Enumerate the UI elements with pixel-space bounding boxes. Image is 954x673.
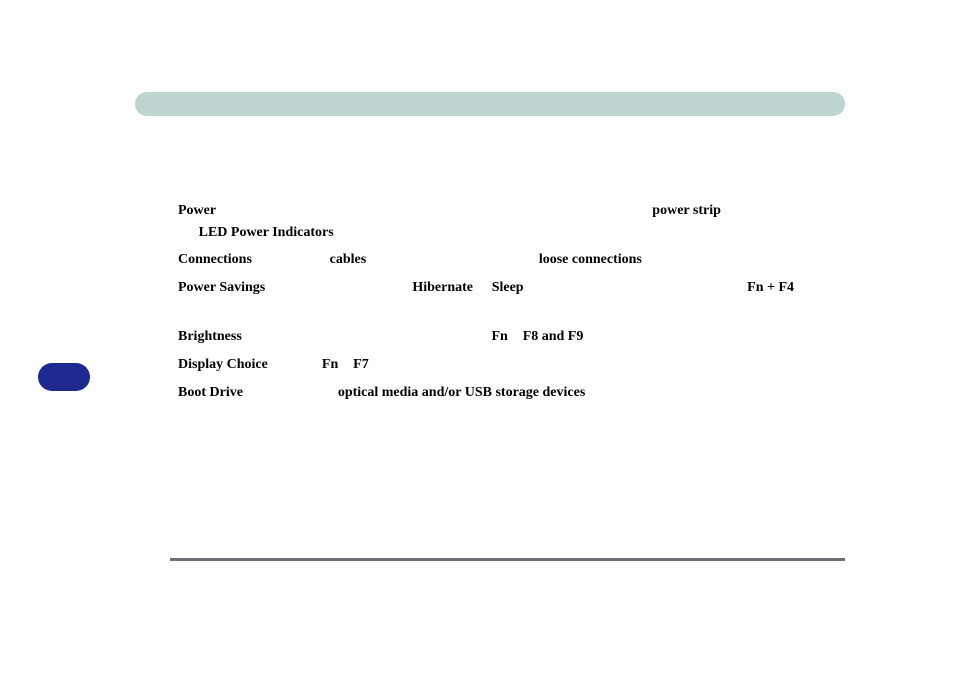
- boot-drive-label: Boot Drive: [178, 385, 243, 400]
- item-brightness: Brightness — Adjust the screen brightnes…: [178, 326, 838, 348]
- savings-text-2: mode; press the power button, or press: [524, 280, 748, 295]
- f8-f9-label: F8 and F9: [523, 329, 584, 344]
- brightness-label: Brightness: [178, 329, 242, 344]
- troubleshooting-list: Power — Make sure the power cord is conn…: [178, 200, 838, 410]
- savings-text-1: — The system may be in: [265, 280, 412, 295]
- loose-connections-label: loose connections: [539, 252, 642, 267]
- hibernate-label: Hibernate: [412, 280, 473, 295]
- cables-label: cables: [330, 252, 367, 267]
- power-text-1: — Make sure the power cord is connected …: [216, 203, 652, 218]
- display-text-2: to toggle through display options and ch…: [369, 357, 715, 372]
- display-plus: +: [338, 357, 353, 372]
- display-text-1: — Press: [268, 357, 322, 372]
- power-strip-label: power strip: [652, 203, 721, 218]
- power-savings-label: Power Savings: [178, 280, 265, 295]
- item-connections: Connections — Check all cables to make s…: [178, 249, 838, 271]
- fn-label-display: Fn: [322, 357, 338, 372]
- connections-text-1: — Check all: [252, 252, 330, 267]
- footer-rule: [170, 558, 845, 561]
- side-tab: [38, 363, 90, 391]
- connections-text-2: to make sure that there are no: [366, 252, 539, 267]
- f7-label: F7: [353, 357, 369, 372]
- connections-text-3: anywhere.: [642, 252, 703, 267]
- connections-label: Connections: [178, 252, 252, 267]
- savings-or: or: [473, 280, 492, 295]
- optical-usb-label: optical media and/or USB storage devices: [338, 385, 585, 400]
- display-choice-label: Display Choice: [178, 357, 268, 372]
- fn-label-brightness: Fn: [491, 329, 507, 344]
- power-label: Power: [178, 203, 216, 218]
- boot-text-1: — Remove any: [243, 385, 338, 400]
- fn-f4-label: Fn + F4: [747, 280, 794, 295]
- item-power: Power — Make sure the power cord is conn…: [178, 200, 838, 243]
- header-bar: [135, 92, 845, 116]
- item-boot-drive: Boot Drive — Remove any optical media an…: [178, 382, 838, 404]
- brightness-plus: +: [508, 329, 523, 344]
- item-display-choice: Display Choice — Press Fn + F7 to toggle…: [178, 354, 838, 376]
- brightness-text-1: — Adjust the screen brightness by pressi…: [242, 329, 492, 344]
- boot-text-2: before powering on the system.: [585, 385, 765, 400]
- brightness-text-2: to increase or decrease it.: [583, 329, 728, 344]
- item-power-savings: Power Savings — The system may be in Hib…: [178, 277, 838, 320]
- sleep-label: Sleep: [492, 280, 524, 295]
- led-indicators-label: LED Power Indicators: [199, 225, 334, 240]
- power-text-3: to see which one is lit.: [334, 225, 463, 240]
